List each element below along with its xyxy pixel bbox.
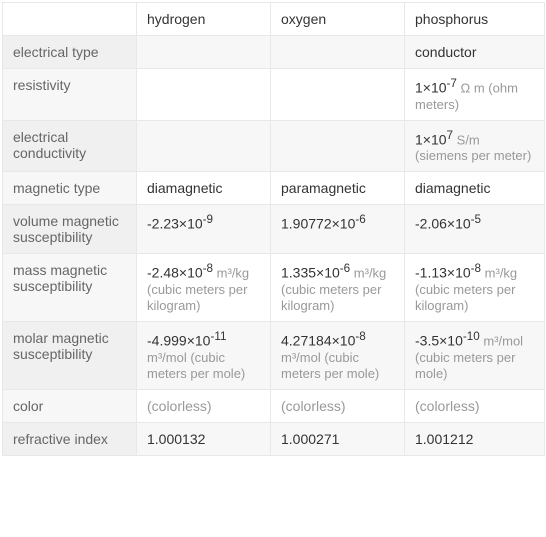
cell-value: (colorless) xyxy=(405,389,545,422)
table-row: magnetic type diamagnetic paramagnetic d… xyxy=(3,172,545,205)
row-label: refractive index xyxy=(3,422,137,455)
row-label: color xyxy=(3,389,137,422)
cell-value: -3.5×10-10 m³/mol (cubic meters per mole… xyxy=(405,321,545,389)
properties-table: hydrogen oxygen phosphorus electrical ty… xyxy=(2,2,545,456)
cell-value: -2.48×10-8 m³/kg (cubic meters per kilog… xyxy=(137,254,271,322)
header-phosphorus: phosphorus xyxy=(405,3,545,36)
value-base: -4.999×10 xyxy=(147,333,210,349)
cell-value xyxy=(137,36,271,69)
value-exp: -8 xyxy=(355,330,365,343)
cell-value: 1.90772×10-6 xyxy=(271,205,405,254)
value-exp: -8 xyxy=(471,262,481,275)
value-exp: -7 xyxy=(447,77,457,90)
cell-value: -2.23×10-9 xyxy=(137,205,271,254)
cell-value: (colorless) xyxy=(271,389,405,422)
row-label: resistivity xyxy=(3,69,137,121)
table-row: refractive index 1.000132 1.000271 1.001… xyxy=(3,422,545,455)
cell-value: conductor xyxy=(405,36,545,69)
cell-value xyxy=(137,69,271,121)
colorless-label: (colorless) xyxy=(147,398,212,414)
value-exp: -5 xyxy=(471,213,481,226)
cell-value: -4.999×10-11 m³/mol (cubic meters per mo… xyxy=(137,321,271,389)
cell-value: diamagnetic xyxy=(405,172,545,205)
table-row: mass magnetic susceptibility -2.48×10-8 … xyxy=(3,254,545,322)
value-exp: -9 xyxy=(203,213,213,226)
cell-value xyxy=(271,69,405,121)
value-base: -2.48×10 xyxy=(147,265,203,281)
colorless-label: (colorless) xyxy=(415,398,480,414)
cell-value: paramagnetic xyxy=(271,172,405,205)
value-exp: -11 xyxy=(210,330,226,343)
row-label: magnetic type xyxy=(3,172,137,205)
table-row: electrical type conductor xyxy=(3,36,545,69)
cell-value: 1.335×10-6 m³/kg (cubic meters per kilog… xyxy=(271,254,405,322)
value-base: 1×10 xyxy=(415,80,447,96)
cell-value: 1.000132 xyxy=(137,422,271,455)
header-empty xyxy=(3,3,137,36)
header-oxygen: oxygen xyxy=(271,3,405,36)
cell-value: 1.001212 xyxy=(405,422,545,455)
row-label: volume magnetic susceptibility xyxy=(3,205,137,254)
value-base: 4.27184×10 xyxy=(281,333,355,349)
value-base: -2.23×10 xyxy=(147,216,203,232)
cell-value xyxy=(271,120,405,172)
value-base: -1.13×10 xyxy=(415,265,471,281)
cell-value xyxy=(271,36,405,69)
cell-value: -2.06×10-5 xyxy=(405,205,545,254)
value-exp: -6 xyxy=(355,213,365,226)
value-unit: m³/mol (cubic meters per mole) xyxy=(281,350,379,381)
value-exp: -8 xyxy=(203,262,213,275)
header-hydrogen: hydrogen xyxy=(137,3,271,36)
row-label: electrical type xyxy=(3,36,137,69)
cell-value: diamagnetic xyxy=(137,172,271,205)
value-base: 1.335×10 xyxy=(281,265,340,281)
table-row: molar magnetic susceptibility -4.999×10-… xyxy=(3,321,545,389)
cell-value: 1×107 S/m (siemens per meter) xyxy=(405,120,545,172)
colorless-label: (colorless) xyxy=(281,398,346,414)
value-exp: -10 xyxy=(463,330,480,343)
value-unit: m³/mol (cubic meters per mole) xyxy=(147,350,245,381)
row-label: electrical conductivity xyxy=(3,120,137,172)
table-row: electrical conductivity 1×107 S/m (sieme… xyxy=(3,120,545,172)
cell-value: -1.13×10-8 m³/kg (cubic meters per kilog… xyxy=(405,254,545,322)
value-base: -3.5×10 xyxy=(415,333,463,349)
value-base: 1×10 xyxy=(415,131,447,147)
row-label: molar magnetic susceptibility xyxy=(3,321,137,389)
cell-value: 1.000271 xyxy=(271,422,405,455)
cell-value: (colorless) xyxy=(137,389,271,422)
row-label: mass magnetic susceptibility xyxy=(3,254,137,322)
value-base: -2.06×10 xyxy=(415,216,471,232)
value-base: 1.90772×10 xyxy=(281,216,355,232)
value-exp: -6 xyxy=(340,262,350,275)
cell-value: 4.27184×10-8 m³/mol (cubic meters per mo… xyxy=(271,321,405,389)
cell-value: 1×10-7 Ω m (ohm meters) xyxy=(405,69,545,121)
table-row: volume magnetic susceptibility -2.23×10-… xyxy=(3,205,545,254)
cell-value xyxy=(137,120,271,172)
table-row: resistivity 1×10-7 Ω m (ohm meters) xyxy=(3,69,545,121)
table-row: color (colorless) (colorless) (colorless… xyxy=(3,389,545,422)
header-row: hydrogen oxygen phosphorus xyxy=(3,3,545,36)
